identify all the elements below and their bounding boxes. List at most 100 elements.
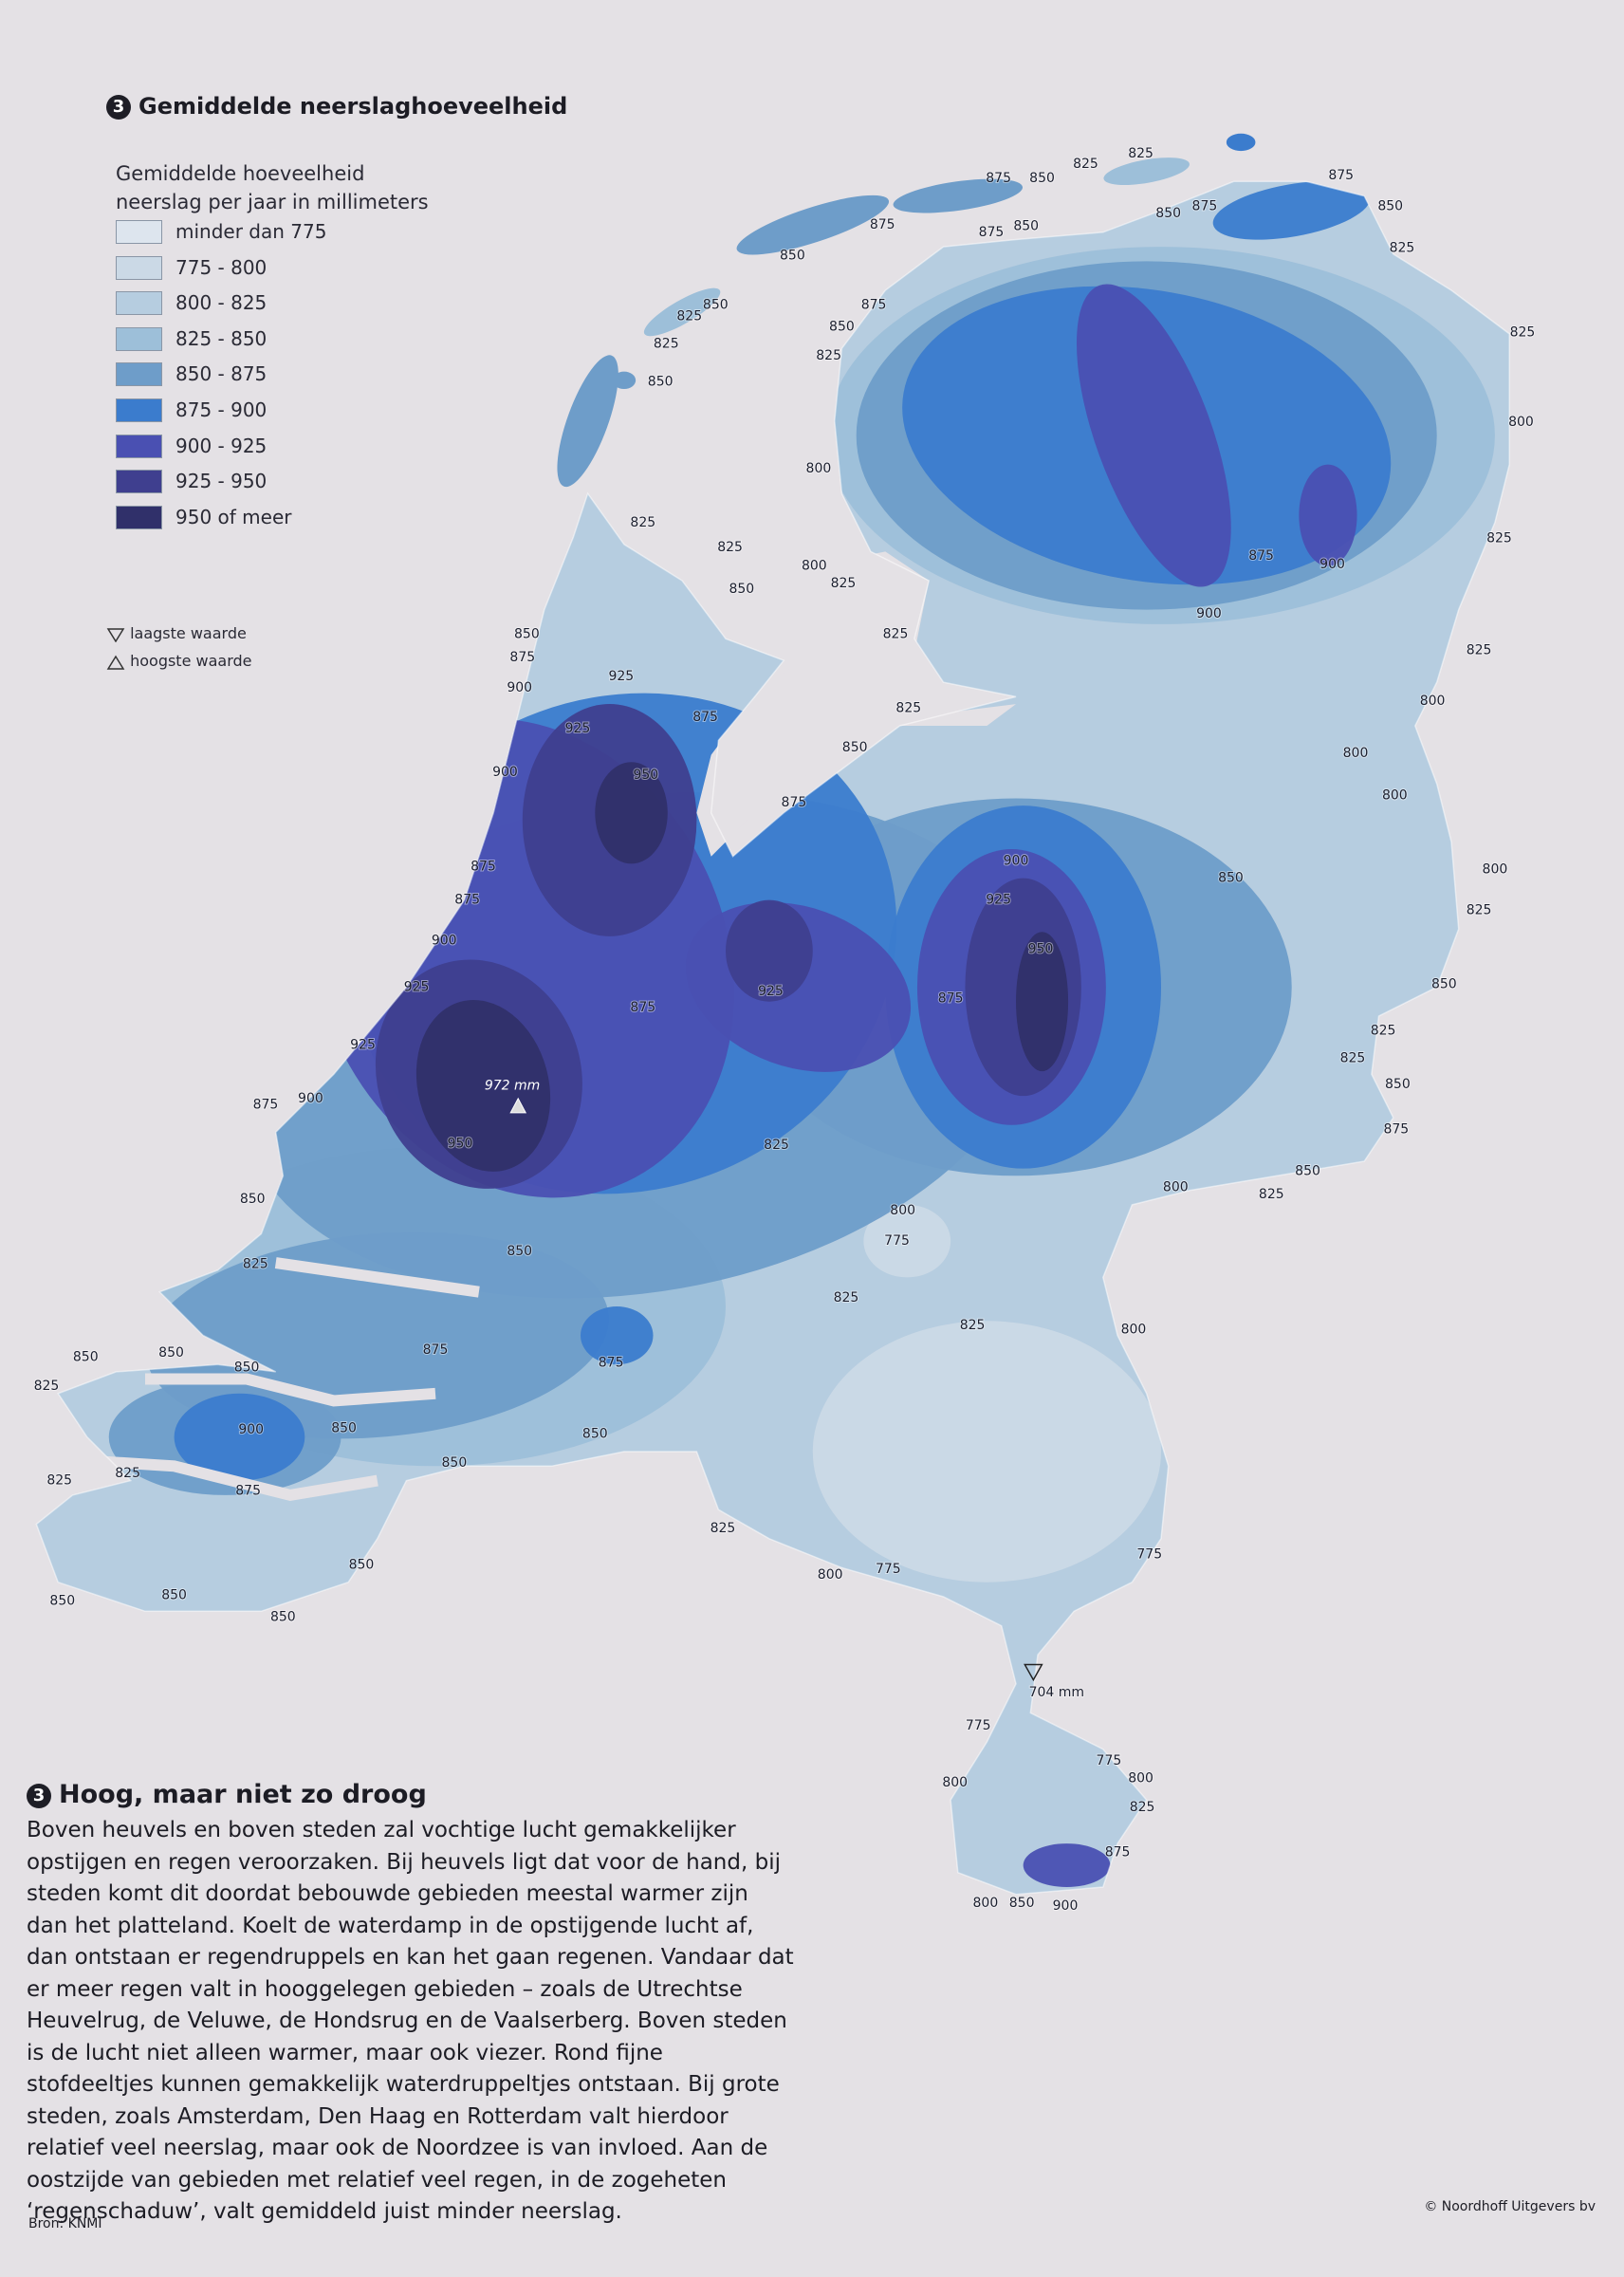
island xyxy=(1226,133,1256,152)
rain-zone xyxy=(1299,464,1357,566)
contour-label: 875 xyxy=(630,1000,655,1015)
contour-label: 825 xyxy=(816,348,841,363)
source: Bron: KNMI xyxy=(28,2216,102,2231)
contour-label: 850 xyxy=(842,740,868,755)
contour-label: 900 xyxy=(507,680,532,695)
article-title-text: Hoog, maar niet zo droog xyxy=(59,1780,427,1809)
contour-label: 825 xyxy=(1259,1187,1284,1202)
lowest-label: 704 mm xyxy=(1029,1685,1084,1700)
map-title: 3 Gemiddelde neerslaghoeveelheid xyxy=(106,93,567,120)
contour-label: 825 xyxy=(1073,157,1098,172)
triangle-down xyxy=(106,627,125,642)
legend-swatch xyxy=(116,434,162,458)
rain-zone xyxy=(1076,284,1231,587)
contour-label: 850 xyxy=(331,1421,357,1436)
island xyxy=(893,178,1024,213)
contour-label: 875 xyxy=(782,795,807,810)
title-text: Gemiddelde neerslaghoeveelheid xyxy=(138,93,568,120)
contour-label: 850 xyxy=(234,1360,260,1375)
contour-label: 950 xyxy=(1028,942,1054,957)
contour-label: 900 xyxy=(492,765,518,780)
lake xyxy=(696,537,1016,857)
contour-label: 900 xyxy=(1004,853,1029,868)
contour-label: 825 xyxy=(46,1473,72,1489)
lowest-marker xyxy=(1024,1663,1043,1682)
contour-label: 850 xyxy=(1218,871,1244,886)
rain-zone xyxy=(174,1393,305,1481)
contour-label: 775 xyxy=(1136,1547,1162,1563)
contour-label: 925 xyxy=(565,721,591,736)
island xyxy=(1103,157,1190,185)
legend-label: 800 - 825 xyxy=(175,291,268,315)
contour-label: 875 xyxy=(1328,168,1354,183)
article: 3 Hoog, maar niet zo droog Boven heuvels … xyxy=(27,1780,795,2229)
rain-zone xyxy=(863,1204,951,1278)
contour-label: 825 xyxy=(1486,531,1512,546)
contour-label: 800 xyxy=(1382,787,1408,803)
contour-label: 825 xyxy=(115,1466,140,1481)
contour-label: 875 xyxy=(423,1342,449,1358)
contour-label: 875 xyxy=(599,1356,624,1371)
legend-item: 825 - 850 xyxy=(116,326,326,363)
contour-label: 850 xyxy=(1385,1077,1411,1092)
contour-label: 825 xyxy=(1371,1023,1396,1038)
contour-label: 800 xyxy=(1163,1180,1189,1195)
contour-label: 825 xyxy=(34,1379,60,1394)
article-title: 3 Hoog, maar niet zo droog xyxy=(27,1780,795,1809)
contour-label: 900 xyxy=(1053,1898,1079,1914)
legend: minder dan 775 775 - 800 800 - 825 825 - 85… xyxy=(116,220,326,541)
legend-label: minder dan 775 xyxy=(175,220,327,243)
contour-label: 850 xyxy=(49,1594,75,1609)
rain-zone xyxy=(581,1306,654,1365)
contour-label: 925 xyxy=(350,1038,376,1053)
contour-label: 800 xyxy=(818,1567,843,1583)
legend-label: 775 - 800 xyxy=(175,255,268,279)
contour-label: 775 xyxy=(884,1233,910,1249)
lowest-label: laagste waarde xyxy=(130,624,247,642)
contour-label: 850 xyxy=(829,319,855,334)
contour-label: 800 xyxy=(1508,415,1534,430)
contour-label: 875 xyxy=(235,1483,261,1498)
land-border xyxy=(35,180,1510,1896)
contour-label: 825 xyxy=(1510,324,1536,340)
contour-label: 875 xyxy=(861,297,887,312)
contour-label: 850 xyxy=(507,1244,532,1259)
contour-label: 900 xyxy=(298,1091,323,1106)
rain-zone xyxy=(1023,1843,1111,1888)
island xyxy=(643,287,721,337)
contour-label: 850 xyxy=(1013,219,1039,234)
legend-swatch xyxy=(116,505,162,529)
contour-label: 850 xyxy=(240,1192,266,1207)
contour-label: 825 xyxy=(895,701,921,716)
contour-label: 875 xyxy=(253,1097,279,1112)
contour-label: 950 xyxy=(448,1137,473,1152)
legend-swatch xyxy=(116,362,162,387)
contour-label: 800 xyxy=(1343,746,1369,761)
contour-label: 850 xyxy=(729,582,754,597)
contour-label: 825 xyxy=(834,1290,859,1305)
article-text: Boven heuvels en boven steden zal vochti… xyxy=(27,1818,794,2224)
contour-label: 875 xyxy=(870,217,895,232)
island xyxy=(612,371,637,390)
contour-label: 800 xyxy=(806,461,832,476)
contour-label: 850 xyxy=(442,1455,468,1471)
contour-label: 825 xyxy=(960,1318,986,1333)
contour-label: 875 xyxy=(454,893,480,908)
contour-label: 825 xyxy=(831,576,857,591)
rain-zone xyxy=(415,999,551,1172)
contour-label: 825 xyxy=(630,515,655,530)
contour-label: 825 xyxy=(654,337,679,352)
legend-item: 800 - 825 xyxy=(116,291,326,327)
rain-zone xyxy=(812,1321,1161,1583)
contour-label: 825 xyxy=(676,309,702,324)
legend-lowest: laagste waarde xyxy=(106,624,252,652)
contour-label: 850 xyxy=(1029,171,1055,186)
contour-label: 775 xyxy=(1097,1753,1122,1768)
contour-label: 950 xyxy=(633,768,658,783)
contour-label: 875 xyxy=(1192,198,1218,213)
rain-zone xyxy=(1016,932,1069,1072)
contour-label: 825 xyxy=(1128,146,1153,161)
contour-label: 850 xyxy=(1155,206,1181,221)
water xyxy=(145,1373,436,1407)
